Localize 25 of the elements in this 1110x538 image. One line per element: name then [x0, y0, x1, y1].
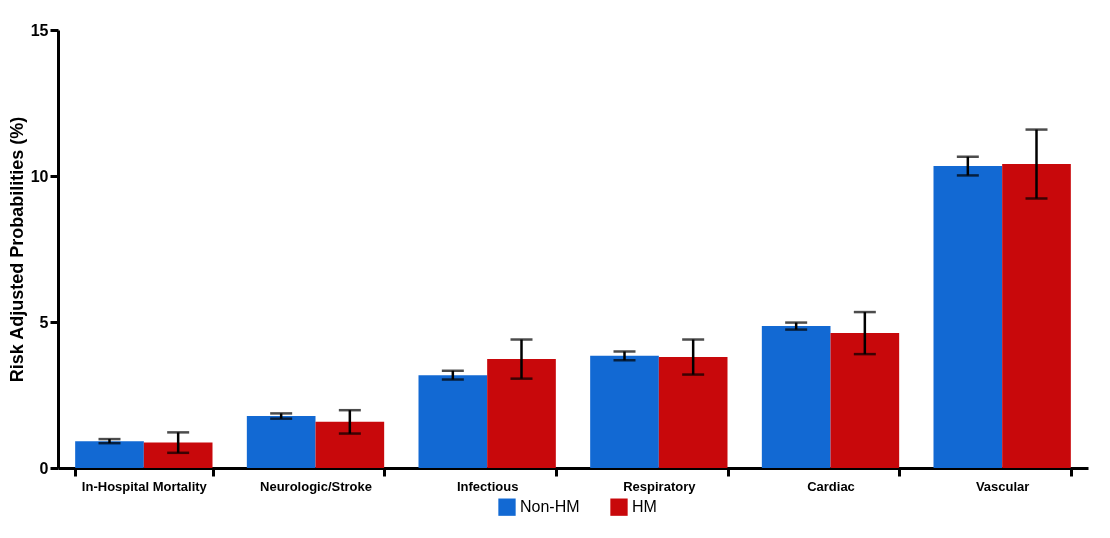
bar — [761, 326, 831, 468]
bar — [590, 355, 659, 468]
y-tick-label: 0 — [39, 459, 49, 477]
bar — [658, 357, 728, 468]
x-tick-label: Respiratory — [623, 478, 697, 494]
legend-label: Non-HM — [520, 498, 580, 516]
x-tick-label: Cardiac — [807, 478, 855, 494]
legend-label: HM — [632, 498, 657, 516]
y-axis-title: Risk Adjusted Probabilities (%) — [6, 116, 27, 383]
bar — [933, 166, 1003, 468]
bar — [143, 442, 213, 468]
bar — [1002, 164, 1071, 468]
x-tick-label: In-Hospital Mortality — [81, 478, 208, 494]
x-tick-label: Vascular — [975, 478, 1030, 494]
y-tick-label: 5 — [39, 313, 49, 331]
y-tick-label: 15 — [30, 21, 49, 39]
bar — [75, 441, 144, 468]
x-tick-label: Infectious — [456, 478, 519, 494]
bar — [830, 333, 900, 468]
bar — [487, 359, 556, 468]
bar — [315, 421, 385, 468]
x-tick-label: Neurologic/Stroke — [260, 478, 372, 494]
y-tick-label: 10 — [30, 167, 49, 185]
bar — [246, 416, 316, 468]
bar — [418, 375, 488, 468]
